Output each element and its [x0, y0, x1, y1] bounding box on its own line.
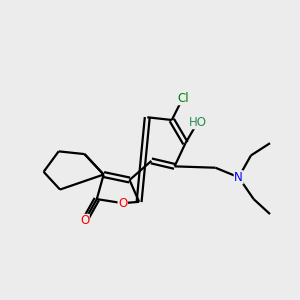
Text: N: N: [234, 171, 243, 184]
Text: O: O: [80, 214, 89, 227]
Text: HO: HO: [189, 116, 207, 129]
Text: Cl: Cl: [177, 92, 188, 105]
Text: O: O: [118, 197, 128, 210]
